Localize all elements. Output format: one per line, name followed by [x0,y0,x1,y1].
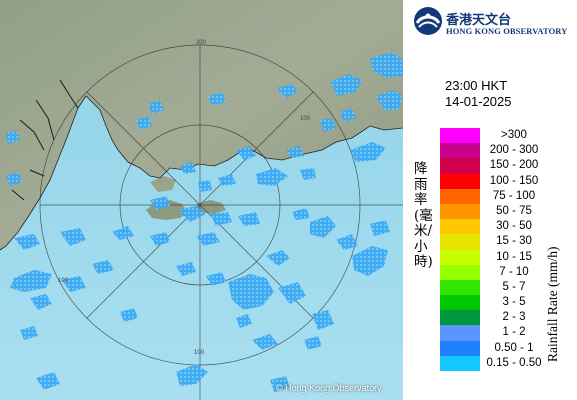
range-label: 100 [58,278,69,284]
legend-row: 100 - 150 [440,173,540,189]
legend-swatch [440,325,480,341]
legend-row: >300 [440,128,540,144]
legend-label: 0.15 - 0.50 [486,356,542,369]
legend-row: 15 - 30 [440,234,540,250]
legend-row: 75 - 100 [440,188,540,204]
radar-map-graphic [0,0,403,400]
legend-label: 10 - 15 [496,250,532,263]
legend-swatch [440,188,480,204]
legend-row: 7 - 10 [440,264,540,280]
coastline-west [0,95,87,251]
pearl-river-island [150,176,176,192]
legend-row: 0.15 - 0.50 [440,355,541,371]
legend-label: 3 - 5 [502,296,526,309]
legend-swatch [440,158,480,174]
legend-row: 2 - 3 [440,310,540,326]
copyright-credit: © Hong Kong Observatory [276,383,382,393]
logo-name-chinese: 香港天文台 [446,13,512,28]
legend-label: 100 - 150 [489,174,539,187]
legend-row: 3 - 5 [440,295,540,311]
legend-row: 0.50 - 1 [440,340,540,356]
legend-label: 1 - 2 [502,326,526,339]
legend-swatch [440,128,480,144]
info-panel: 香港天文台 HONG KONG OBSERVATORY 23:00 HKT 14… [403,0,577,400]
radar-time: 23:00 HKT [445,78,508,93]
legend-row: 30 - 50 [440,219,540,235]
legend-swatch [440,340,480,356]
legend-row: 1 - 2 [440,325,540,341]
hong-kong-island [196,200,226,214]
legend-label: 50 - 75 [496,204,532,217]
range-rings [39,44,403,400]
range-label: 100 [194,350,205,356]
legend-swatch [440,203,480,220]
legend-row: 10 - 15 [440,249,540,265]
legend-row: 150 - 200 [440,158,540,174]
legend-label: 30 - 50 [496,220,532,233]
legend-label: 7 - 10 [499,265,529,278]
legend-row: 50 - 75 [440,203,540,220]
legend-label: >300 [501,129,527,141]
legend-swatch [440,355,480,371]
legend-swatch [440,234,480,250]
legend-label: 150 - 200 [489,159,539,172]
hko-logo[interactable]: 香港天文台 HONG KONG OBSERVATORY [413,6,573,40]
range-label: 300 [196,40,207,46]
observatory-emblem-icon [414,7,442,35]
legend-swatch [440,173,480,189]
logo-name-english: HONG KONG OBSERVATORY [446,26,568,36]
legend-label: 5 - 7 [502,280,526,293]
radar-map[interactable]: 300 100 100 100 © Hong Kong Observatory [0,0,403,400]
legend-swatch [440,310,480,326]
legend-row: 5 - 7 [440,279,540,296]
legend-label: 2 - 3 [502,311,526,324]
legend-title-english: Rainfall Rate (mm/h) [545,246,560,362]
legend-swatch [440,264,480,280]
rain-echoes [6,52,403,392]
legend-row: 200 - 300 [440,143,540,159]
legend-label: 200 - 300 [489,144,539,157]
legend-title-chinese: 降雨率(毫米/小時) [414,161,433,270]
radar-date: 14-01-2025 [445,94,512,109]
river-lines [11,79,79,201]
legend-swatch [440,219,480,235]
legend-swatch [440,279,480,296]
rainfall-legend: >300 200 - 300 150 - 200 100 - 150 75 - 100 5… [440,128,541,371]
legend-label: 0.50 - 1 [494,341,534,354]
coastline [85,95,403,179]
range-label: 100 [300,116,311,122]
legend-swatch [440,249,480,265]
legend-swatch [440,143,480,159]
legend-swatch [440,295,480,311]
legend-label: 15 - 30 [496,235,532,248]
legend-label: 75 - 100 [492,189,536,202]
